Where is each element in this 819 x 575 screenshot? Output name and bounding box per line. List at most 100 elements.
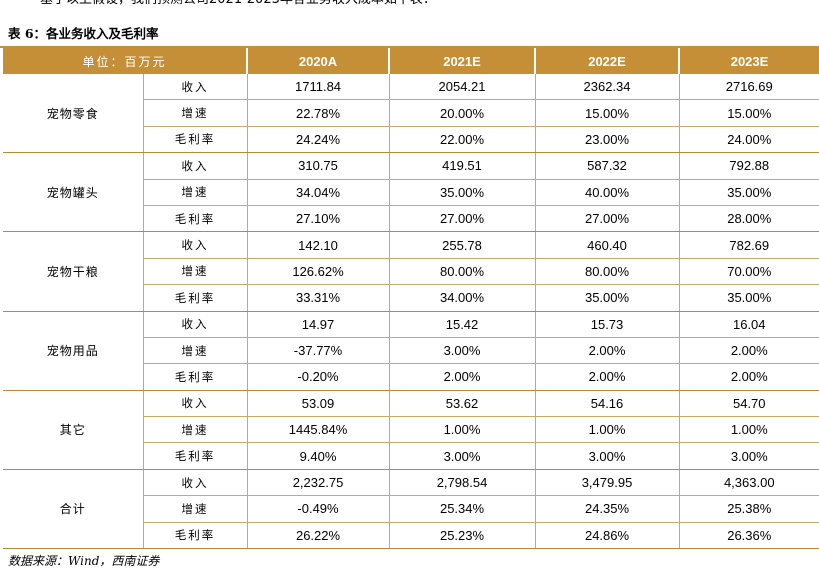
table-row: 毛利率 26.22% 25.23% 24.86% 26.36% bbox=[3, 522, 819, 550]
segment-name-cell: 合计 bbox=[3, 469, 144, 550]
table-row: 毛利率 -0.20% 2.00% 2.00% 2.00% bbox=[3, 363, 819, 391]
metric-label-cell: 收入 bbox=[143, 469, 248, 497]
value-cell: 54.70 bbox=[679, 390, 819, 418]
metric-label-cell: 毛利率 bbox=[143, 126, 248, 154]
table-row: 宠物干粮 收入 142.10 255.78 460.40 782.69 bbox=[3, 231, 819, 312]
value-cell: -0.20% bbox=[247, 363, 390, 391]
value-cell: 24.24% bbox=[247, 126, 390, 154]
segment-revenue-table: 单位：百万元 2020A 2021E 2022E 2023E 宠物零食 收入 171… bbox=[3, 48, 819, 550]
value-cell: 25.23% bbox=[389, 522, 536, 550]
table-row: 增速 -37.77% 3.00% 2.00% 2.00% bbox=[3, 337, 819, 365]
value-cell: 34.00% bbox=[389, 284, 536, 312]
table-header-row: 单位：百万元 2020A 2021E 2022E 2023E bbox=[3, 48, 819, 74]
value-cell: 53.62 bbox=[389, 390, 536, 418]
value-cell: 142.10 bbox=[247, 231, 390, 259]
intro-text: 基于以上假设，我们预测公司2021-2023年各业务收入成本如下表： bbox=[0, 0, 819, 9]
value-cell: 1711.84 bbox=[247, 74, 390, 101]
value-cell: 2716.69 bbox=[679, 74, 819, 101]
value-cell: 2.00% bbox=[679, 363, 819, 391]
value-cell: 54.16 bbox=[535, 390, 680, 418]
value-cell: 460.40 bbox=[535, 231, 680, 259]
year-header: 2020A bbox=[247, 48, 391, 74]
value-cell: 27.00% bbox=[389, 205, 536, 233]
value-cell: -37.77% bbox=[247, 337, 390, 365]
value-cell: 26.36% bbox=[679, 522, 819, 550]
value-cell: 2362.34 bbox=[535, 74, 680, 101]
value-cell: 3.00% bbox=[389, 442, 536, 470]
value-cell: 70.00% bbox=[679, 258, 819, 286]
metric-label-cell: 增速 bbox=[143, 495, 248, 523]
value-cell: 2.00% bbox=[389, 363, 536, 391]
value-cell: 25.34% bbox=[389, 495, 536, 523]
value-cell: 9.40% bbox=[247, 442, 390, 470]
value-cell: 53.09 bbox=[247, 390, 390, 418]
table-row: 毛利率 9.40% 3.00% 3.00% 3.00% bbox=[3, 442, 819, 470]
metric-label-cell: 增速 bbox=[143, 179, 248, 206]
value-cell: 80.00% bbox=[389, 258, 536, 286]
value-cell: 14.97 bbox=[247, 311, 390, 338]
metric-label-cell: 收入 bbox=[143, 152, 248, 180]
table-row: 增速 1445.84% 1.00% 1.00% 1.00% bbox=[3, 416, 819, 444]
value-cell: 4,363.00 bbox=[679, 469, 819, 497]
value-cell: 2,798.54 bbox=[389, 469, 536, 497]
value-cell: 80.00% bbox=[535, 258, 680, 286]
value-cell: 35.00% bbox=[389, 179, 536, 206]
table-row: 宠物罐头 收入 310.75 419.51 587.32 792.88 bbox=[3, 152, 819, 233]
value-cell: 34.04% bbox=[247, 179, 390, 206]
value-cell: 3.00% bbox=[679, 442, 819, 470]
table-row: 增速 -0.49% 25.34% 24.35% 25.38% bbox=[3, 495, 819, 523]
metric-label-cell: 增速 bbox=[143, 416, 248, 444]
value-cell: 2054.21 bbox=[389, 74, 536, 101]
value-cell: 792.88 bbox=[679, 152, 819, 180]
value-cell: 22.78% bbox=[247, 99, 390, 127]
metric-label-cell: 收入 bbox=[143, 311, 248, 338]
table-row: 毛利率 24.24% 22.00% 23.00% 24.00% bbox=[3, 126, 819, 154]
metric-label-cell: 增速 bbox=[143, 337, 248, 365]
value-cell: 28.00% bbox=[679, 205, 819, 233]
value-cell: 35.00% bbox=[535, 284, 680, 312]
metric-label-cell: 收入 bbox=[143, 74, 248, 101]
value-cell: 16.04 bbox=[679, 311, 819, 338]
table-row: 毛利率 27.10% 27.00% 27.00% 28.00% bbox=[3, 205, 819, 233]
value-cell: 3.00% bbox=[535, 442, 680, 470]
table-row: 增速 34.04% 35.00% 40.00% 35.00% bbox=[3, 179, 819, 206]
value-cell: 1.00% bbox=[535, 416, 680, 444]
value-cell: 587.32 bbox=[535, 152, 680, 180]
table-row: 增速 22.78% 20.00% 15.00% 15.00% bbox=[3, 99, 819, 127]
value-cell: 40.00% bbox=[535, 179, 680, 206]
segment-name-cell: 宠物用品 bbox=[3, 311, 144, 391]
value-cell: 126.62% bbox=[247, 258, 390, 286]
metric-label-cell: 增速 bbox=[143, 99, 248, 127]
value-cell: 35.00% bbox=[679, 179, 819, 206]
source-note: 数据来源：Wind，西南证券 bbox=[8, 554, 160, 568]
year-header: 2023E bbox=[679, 48, 819, 74]
value-cell: 2.00% bbox=[679, 337, 819, 365]
value-cell: 310.75 bbox=[247, 152, 390, 180]
value-cell: 24.35% bbox=[535, 495, 680, 523]
table-row: 增速 126.62% 80.00% 80.00% 70.00% bbox=[3, 258, 819, 286]
year-header: 2021E bbox=[389, 48, 537, 74]
unit-header: 单位：百万元 bbox=[3, 48, 249, 74]
value-cell: 20.00% bbox=[389, 99, 536, 127]
value-cell: 27.10% bbox=[247, 205, 390, 233]
metric-label-cell: 增速 bbox=[143, 258, 248, 286]
value-cell: 15.73 bbox=[535, 311, 680, 338]
value-cell: 25.38% bbox=[679, 495, 819, 523]
value-cell: 22.00% bbox=[389, 126, 536, 154]
value-cell: 419.51 bbox=[389, 152, 536, 180]
value-cell: 24.00% bbox=[679, 126, 819, 154]
table-caption: 表 6：各业务收入及毛利率 bbox=[8, 26, 159, 41]
value-cell: 3.00% bbox=[389, 337, 536, 365]
value-cell: 15.00% bbox=[679, 99, 819, 127]
value-cell: 3,479.95 bbox=[535, 469, 680, 497]
value-cell: 15.00% bbox=[535, 99, 680, 127]
value-cell: 24.86% bbox=[535, 522, 680, 550]
value-cell: 27.00% bbox=[535, 205, 680, 233]
table-row: 合计 收入 2,232.75 2,798.54 3,479.95 4,363.00 bbox=[3, 469, 819, 550]
value-cell: 2.00% bbox=[535, 363, 680, 391]
segment-name-cell: 宠物罐头 bbox=[3, 152, 144, 233]
table-row: 毛利率 33.31% 34.00% 35.00% 35.00% bbox=[3, 284, 819, 312]
value-cell: 26.22% bbox=[247, 522, 390, 550]
value-cell: 1.00% bbox=[679, 416, 819, 444]
table-body: 宠物零食 收入 1711.84 2054.21 2362.34 2716.69 增速 22.7… bbox=[3, 74, 819, 550]
